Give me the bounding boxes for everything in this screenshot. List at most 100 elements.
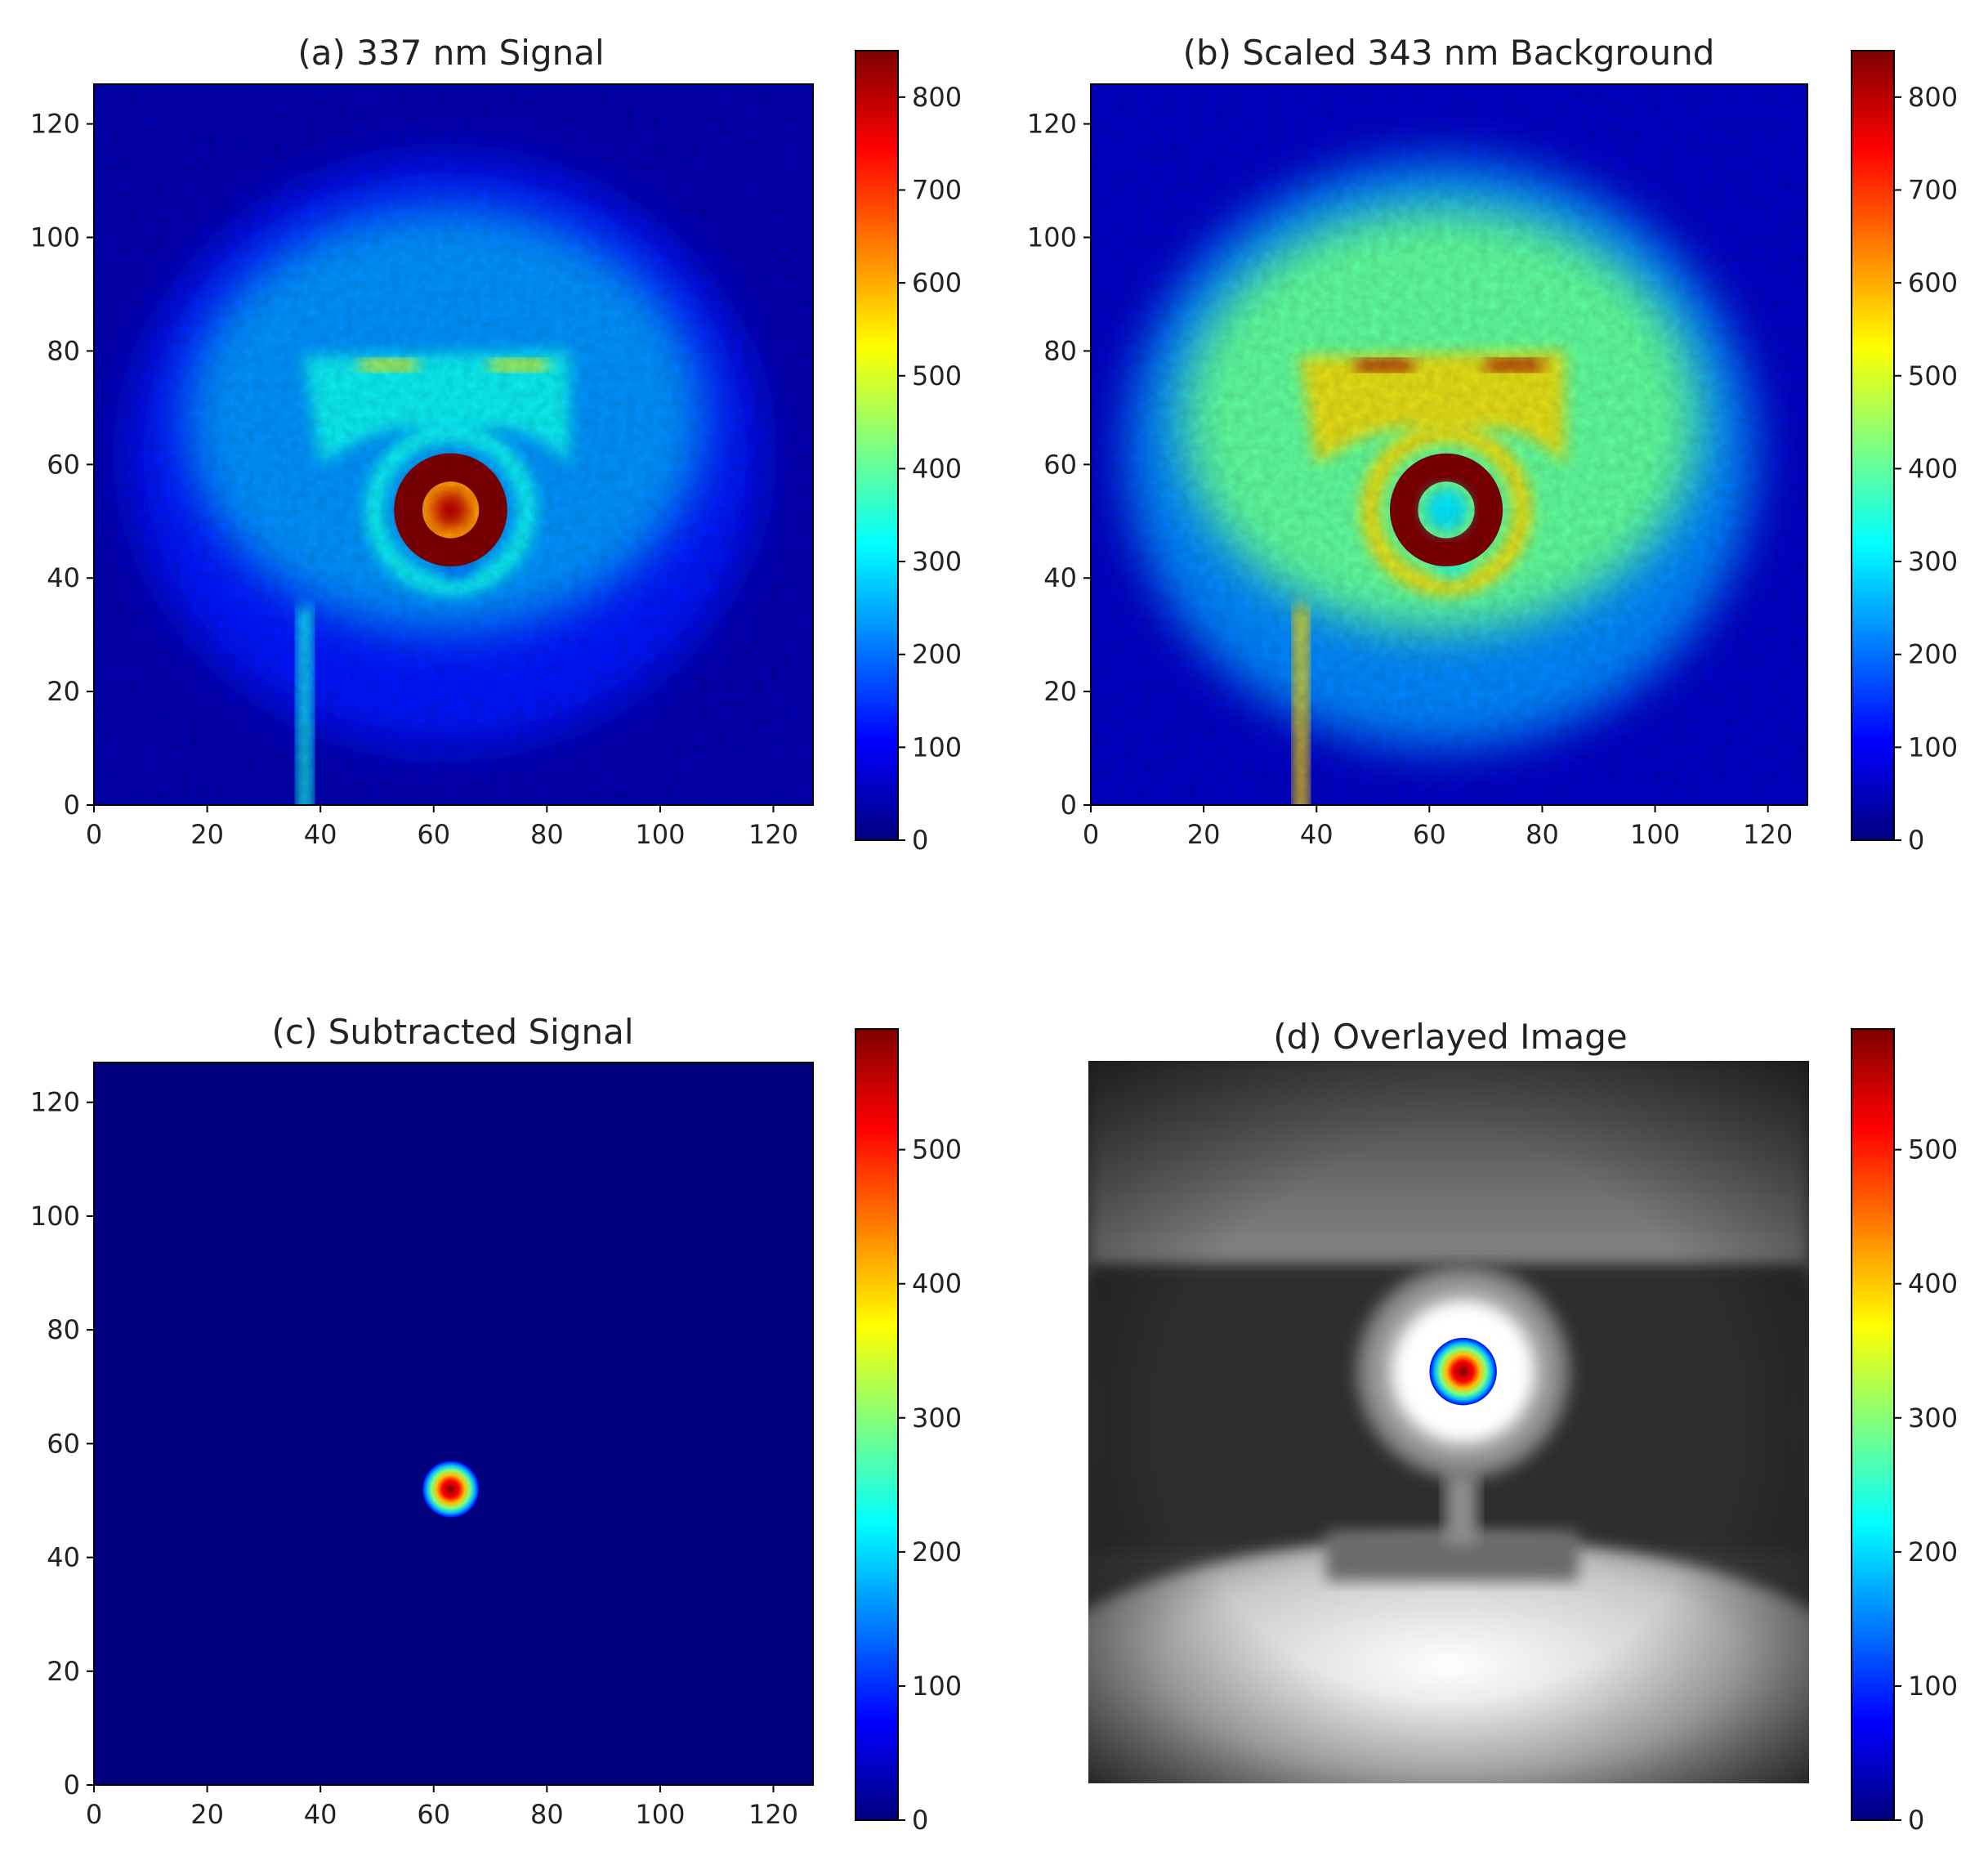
colorbar-tick-label-a: 400 <box>912 453 962 484</box>
colorbar-tick-label-b: 100 <box>1908 731 1958 763</box>
y-tick-label-a: 0 <box>64 790 80 821</box>
panel-d: (d) Overlayed Image 0 100 200 300 400 500 <box>1088 1017 1958 1836</box>
heatmap-background-c <box>94 1062 813 1785</box>
x-tick-label-b: 80 <box>1526 819 1559 850</box>
colorbar-tick-label-b: 400 <box>1908 453 1958 484</box>
plot-frame-b <box>1090 83 1808 806</box>
heatmap-c <box>94 1062 813 1785</box>
y-tick-label-a: 20 <box>47 676 80 707</box>
colorbar-tick-label-c: 500 <box>912 1134 962 1165</box>
colorbar-tick-label-c: 400 <box>912 1268 962 1300</box>
colorbar-tick-label-b: 300 <box>1908 546 1958 577</box>
x-tick-label-b: 0 <box>1083 819 1099 850</box>
colorbar-tick-label-c: 300 <box>912 1402 962 1434</box>
x-tick-label-a: 100 <box>635 819 685 850</box>
y-tick-label-a: 40 <box>47 562 80 593</box>
x-tick-label-a: 80 <box>530 819 564 850</box>
x-tick-label-c: 120 <box>748 1799 798 1830</box>
y-tick-label-a: 80 <box>47 335 80 366</box>
colorbar-tick-label-b: 700 <box>1908 174 1958 205</box>
x-tick-label-c: 60 <box>417 1799 450 1830</box>
x-tick-label-b: 20 <box>1187 819 1221 850</box>
y-tick-label-c: 40 <box>47 1542 80 1573</box>
overlay-vignette <box>1088 1061 1809 1783</box>
noise-overlay-b <box>1091 84 1807 805</box>
panel-c-title: (c) Subtracted Signal <box>271 1012 633 1052</box>
x-tick-label-c: 20 <box>190 1799 224 1830</box>
y-tick-label-a: 100 <box>30 222 80 253</box>
colorbar-bar-d <box>1851 1028 1895 1821</box>
x-tick-label-a: 20 <box>190 819 224 850</box>
colorbar-tick-label-a: 300 <box>912 546 962 577</box>
x-tick-label-a: 40 <box>304 819 337 850</box>
colorbar-tick-label-a: 0 <box>912 825 928 856</box>
axes-c: 0 20 40 60 80 100 120 0 20 40 60 80 100 120 <box>30 1062 814 1830</box>
colorbar-d: 0 100 200 300 400 500 <box>1851 1028 1958 1836</box>
colorbar-tick-label-b: 600 <box>1908 267 1958 298</box>
y-tick-label-b: 20 <box>1043 676 1077 707</box>
colorbar-tick-label-c: 200 <box>912 1537 962 1568</box>
x-tick-label-c: 0 <box>86 1799 102 1830</box>
plot-frame-a <box>93 83 814 806</box>
panel-d-title: (d) Overlayed Image <box>1273 1017 1627 1057</box>
colorbar-tick-label-a: 800 <box>912 82 962 113</box>
noise-overlay-a <box>94 84 813 805</box>
x-tick-label-a: 120 <box>748 819 798 850</box>
colorbar-tick-label-a: 600 <box>912 267 962 298</box>
y-tick-label-b: 100 <box>1027 222 1077 253</box>
y-tick-label-c: 100 <box>30 1201 80 1232</box>
heatmap-b <box>1091 84 1807 805</box>
x-tick-label-b: 120 <box>1743 819 1793 850</box>
y-tick-label-a: 120 <box>30 109 80 140</box>
signal-spot-c <box>422 1461 480 1518</box>
colorbar-tick-label-d: 400 <box>1908 1268 1958 1300</box>
colorbar-c: 0 100 200 300 400 500 <box>855 1028 962 1836</box>
colorbar-tick-label-d: 500 <box>1908 1134 1958 1165</box>
colorbar-tick-label-b: 500 <box>1908 360 1958 391</box>
axes-a: 0 20 40 60 80 100 120 0 20 40 60 80 100 120 <box>30 83 814 850</box>
y-tick-label-b: 60 <box>1043 449 1077 480</box>
y-tick-label-b: 40 <box>1043 562 1077 593</box>
panel-a-title: (a) 337 nm Signal <box>297 33 604 73</box>
x-tick-label-a: 0 <box>86 819 102 850</box>
colorbar-a: 0 100 200 300 400 500 600 700 800 <box>855 50 962 856</box>
colorbar-tick-label-d: 100 <box>1908 1671 1958 1702</box>
colorbar-tick-label-c: 100 <box>912 1671 962 1702</box>
colorbar-bar-c <box>855 1028 899 1821</box>
colorbar-tick-label-d: 200 <box>1908 1537 1958 1568</box>
panel-b-title: (b) Scaled 343 nm Background <box>1183 33 1715 73</box>
x-tick-label-c: 80 <box>530 1799 564 1830</box>
panel-b: (b) Scaled 343 nm Background 0 20 40 60 80 10… <box>1027 33 1958 856</box>
panel-c: (c) Subtracted Signal 0 20 40 60 80 100 120 0 20… <box>30 1012 962 1836</box>
y-tick-label-c: 20 <box>47 1656 80 1687</box>
plot-frame-c <box>93 1062 814 1786</box>
colorbar-tick-label-d: 300 <box>1908 1402 1958 1434</box>
heatmap-a <box>94 84 813 805</box>
x-tick-label-c: 100 <box>635 1799 685 1830</box>
x-tick-label-c: 40 <box>304 1799 337 1830</box>
y-tick-label-b: 120 <box>1027 109 1077 140</box>
y-tick-label-a: 60 <box>47 449 80 480</box>
y-tick-label-b: 80 <box>1043 335 1077 366</box>
colorbar-tick-label-b: 800 <box>1908 82 1958 113</box>
colorbar-tick-label-a: 500 <box>912 360 962 391</box>
x-tick-label-b: 40 <box>1300 819 1334 850</box>
x-tick-label-b: 60 <box>1413 819 1446 850</box>
panel-a: (a) 337 nm Signal 0 20 40 60 80 100 120 0 20 40 60… <box>30 33 962 856</box>
y-tick-label-c: 80 <box>47 1314 80 1345</box>
colorbar-tick-label-d: 0 <box>1908 1805 1924 1836</box>
colorbar-tick-label-a: 200 <box>912 639 962 670</box>
x-tick-label-a: 60 <box>417 819 450 850</box>
colorbar-tick-label-a: 100 <box>912 731 962 763</box>
colorbar-bar-b <box>1851 50 1895 841</box>
signal-spot-d <box>1429 1337 1497 1406</box>
y-tick-label-c: 0 <box>64 1769 80 1801</box>
colorbar-bar-a <box>855 50 899 841</box>
colorbar-tick-label-c: 0 <box>912 1805 928 1836</box>
colorbar-tick-label-b: 200 <box>1908 639 1958 670</box>
colorbar-tick-label-a: 700 <box>912 174 962 205</box>
axes-b: 0 20 40 60 80 100 120 0 20 40 60 80 100 120 <box>1027 83 1808 850</box>
y-tick-label-c: 60 <box>47 1428 80 1459</box>
y-tick-label-c: 120 <box>30 1087 80 1118</box>
